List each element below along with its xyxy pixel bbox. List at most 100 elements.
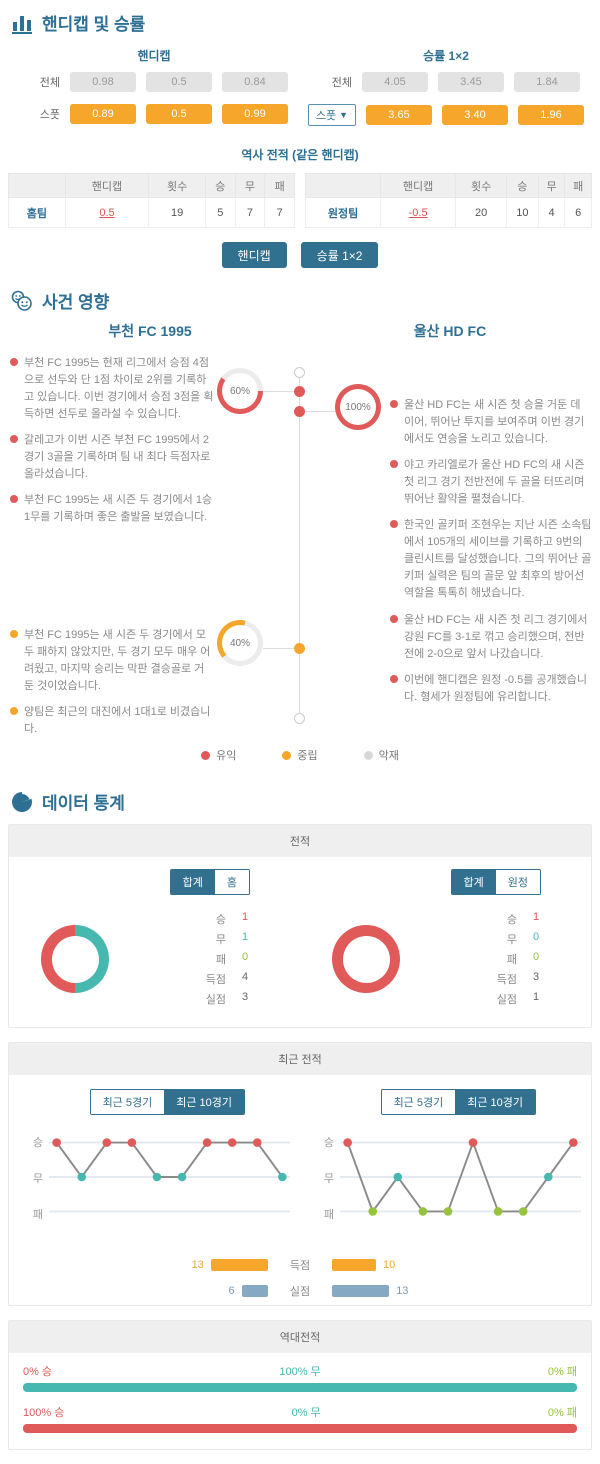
history-table-away: 핸디캡 횟수 승 무 패 원정팀 -0.5 20 10 4 6 <box>304 173 592 228</box>
h2h-win-label: 0% 승 <box>23 1366 53 1378</box>
col-draw: 무 <box>234 173 266 198</box>
away-events-list: 울산 HD FC는 새 시즌 첫 승을 거둔 데 이어, 뛰어난 투지를 보여주… <box>390 397 592 715</box>
row-label-spot: 스풋 <box>39 109 60 121</box>
count-cell: 19 <box>148 197 206 228</box>
y-label-draw: 무 <box>323 1173 334 1185</box>
home-impact-gauge-neutral: 40% <box>217 620 263 666</box>
toggle-last10[interactable]: 최근 10경기 <box>164 1090 244 1114</box>
event-text: 부천 FC 1995는 새 시즌 두 경기에서 1승 1무를 기록하며 좋은 출… <box>24 494 213 524</box>
connector-line <box>263 391 294 392</box>
event-node-dot <box>294 406 305 417</box>
event-text: 야고 카리엘로가 울산 HD FC의 새 시즌 첫 리그 경기 전반전에 두 골… <box>404 459 585 506</box>
away-goals-bar <box>332 1259 376 1271</box>
section-title: 데이터 통계 <box>42 794 125 813</box>
section-handicap-odds: 핸디캡 및 승률 핸디캡 전체 0.98 0.5 0.84 스풋 0.89 0.… <box>0 0 600 268</box>
events-legend: 유익 중립 악재 <box>0 743 600 779</box>
col-count: 횟수 <box>455 173 507 198</box>
list-item: 부천 FC 1995는 새 시즌 두 경기에서 모두 패하지 않았지만, 두 경… <box>10 627 214 695</box>
stat-value: 1 <box>533 991 540 1003</box>
event-dot <box>10 435 18 444</box>
away-conceded-bar <box>332 1285 390 1297</box>
toggle-total[interactable]: 합계 <box>170 870 215 894</box>
section-title: 핸디캡 및 승률 <box>42 15 146 34</box>
toggle-last5[interactable]: 최근 5경기 <box>90 1090 165 1114</box>
event-text: 부천 FC 1995는 현재 리그에서 승점 4점으로 선두와 단 1점 차이로… <box>24 357 214 421</box>
gauge-value: 60% <box>222 373 258 409</box>
donut-hole <box>51 935 99 983</box>
home-form-toggle[interactable]: 최근 5경기 최근 10경기 <box>89 1089 245 1115</box>
home-events-list-neutral: 부천 FC 1995는 새 시즌 두 경기에서 모두 패하지 않았지만, 두 경… <box>10 627 214 747</box>
donut-hole <box>342 935 390 983</box>
col-count: 횟수 <box>148 173 206 198</box>
bar-chart-icon <box>12 15 32 34</box>
stat-label: 실점 <box>205 994 226 1006</box>
gauge-value: 100% <box>340 389 376 425</box>
home-goals-bar <box>210 1259 268 1271</box>
away-form-chart <box>340 1138 581 1216</box>
away-form-toggle[interactable]: 최근 5경기 최근 10경기 <box>380 1089 536 1115</box>
event-dot <box>390 460 398 469</box>
away-team-cell: 원정팀 <box>304 197 382 228</box>
goals-label: 득점 <box>289 1260 311 1272</box>
h2h-draw-label: 100% 무 <box>279 1366 321 1378</box>
recent-away-half: 최근 5경기 최근 10경기 승 무 패 <box>300 1089 591 1241</box>
list-item: 이번에 핸디캡은 원정 -0.5를 공개했습니다. 형세가 원정팀에 유리합니다… <box>390 672 592 706</box>
record-away-half: 합계 원정 승 1 무 0 패 0 득점 3 실점 1 <box>300 857 591 1027</box>
home-impact-gauge: 60% <box>217 368 263 414</box>
draw-cell: 4 <box>537 197 566 228</box>
toggle-total[interactable]: 합계 <box>451 870 496 894</box>
gauge-value: 40% <box>222 625 258 661</box>
stat-label: 실점 <box>496 994 517 1006</box>
section-data-stats: 데이터 통계 전적 합계 홈 <box>0 779 600 1450</box>
toggle-last10[interactable]: 최근 10경기 <box>455 1090 535 1114</box>
form-y-axis: 승 무 패 <box>25 1129 45 1225</box>
h2h-win-label: 100% 승 <box>23 1407 65 1419</box>
lose-cell: 7 <box>264 197 295 228</box>
list-item: 울산 HD FC는 새 시즌 첫 승을 거둔 데 이어, 뛰어난 투지를 보여주… <box>390 397 592 448</box>
table-row: 원정팀 -0.5 20 10 4 6 <box>304 197 592 228</box>
spot-select-dropdown[interactable]: 스풋 ▼ <box>308 104 356 126</box>
home-goals-value: 13 <box>191 1259 204 1271</box>
table-row: 홈팀 0.5 19 5 7 7 <box>8 197 295 228</box>
connector-line <box>305 411 335 412</box>
away-impact-gauge: 100% <box>335 384 381 430</box>
odds-value: 0.99 <box>222 104 288 124</box>
list-item: 부천 FC 1995는 현재 리그에서 승점 4점으로 선두와 단 1점 차이로… <box>10 355 214 423</box>
legend-label: 악재 <box>378 750 399 762</box>
odds-value: 1.96 <box>518 105 584 125</box>
stat-value: 0 <box>533 931 540 943</box>
record-home-half: 합계 홈 승 1 무 1 패 0 득점 4 실점 3 <box>9 857 300 1027</box>
legend-item-neutral: 중립 <box>282 747 318 763</box>
timeline-end-top <box>294 367 305 378</box>
toggle-away[interactable]: 원정 <box>495 870 540 894</box>
event-text: 한국인 골키퍼 조현우는 지난 시즌 소속팀에서 105개의 세이브를 기록하고… <box>404 519 592 600</box>
history-table-home: 핸디캡 횟수 승 무 패 홈팀 0.5 19 5 7 7 <box>8 173 295 228</box>
list-item: 양팀은 최근의 대진에서 1대1로 비겼습니다. <box>10 704 214 738</box>
odds-value: 0.84 <box>222 72 288 92</box>
event-text: 울산 HD FC는 새 시즌 첫 승을 거둔 데 이어, 뛰어난 투지를 보여주… <box>404 399 585 446</box>
col-draw: 무 <box>537 173 566 198</box>
list-item: 부천 FC 1995는 새 시즌 두 경기에서 1승 1무를 기록하며 좋은 출… <box>10 492 214 526</box>
legend-dot <box>363 750 373 760</box>
section-header-events: 사건 영향 <box>0 278 600 319</box>
list-item: 울산 HD FC는 새 시즌 첫 리그 경기에서 강원 FC를 3-1로 꺾고 … <box>390 612 592 663</box>
away-record-toggle[interactable]: 합계 원정 <box>450 869 541 895</box>
h2h-row: 0% 승 100% 무 0% 패 <box>23 1363 577 1392</box>
col-blank <box>8 173 66 198</box>
toggle-last5[interactable]: 최근 5경기 <box>381 1090 456 1114</box>
conceded-label: 실점 <box>289 1286 311 1298</box>
handicap-link[interactable]: 0.5 <box>99 206 115 219</box>
handicap-tab-button[interactable]: 핸디캡 <box>221 242 287 268</box>
event-text: 울산 HD FC는 새 시즌 첫 리그 경기에서 강원 FC를 3-1로 꺾고 … <box>404 613 588 660</box>
winrate-tab-button[interactable]: 승률 1×2 <box>300 242 379 268</box>
event-dot <box>390 614 398 623</box>
col-win: 승 <box>506 173 539 198</box>
card-header: 전적 <box>9 825 591 857</box>
home-record-toggle[interactable]: 합계 홈 <box>169 869 250 895</box>
event-node-dot <box>294 386 305 397</box>
handicap-link[interactable]: -0.5 <box>408 206 428 219</box>
h2h-bar <box>23 1383 577 1392</box>
col-handicap: 핸디캡 <box>380 173 457 198</box>
toggle-home[interactable]: 홈 <box>214 870 249 894</box>
